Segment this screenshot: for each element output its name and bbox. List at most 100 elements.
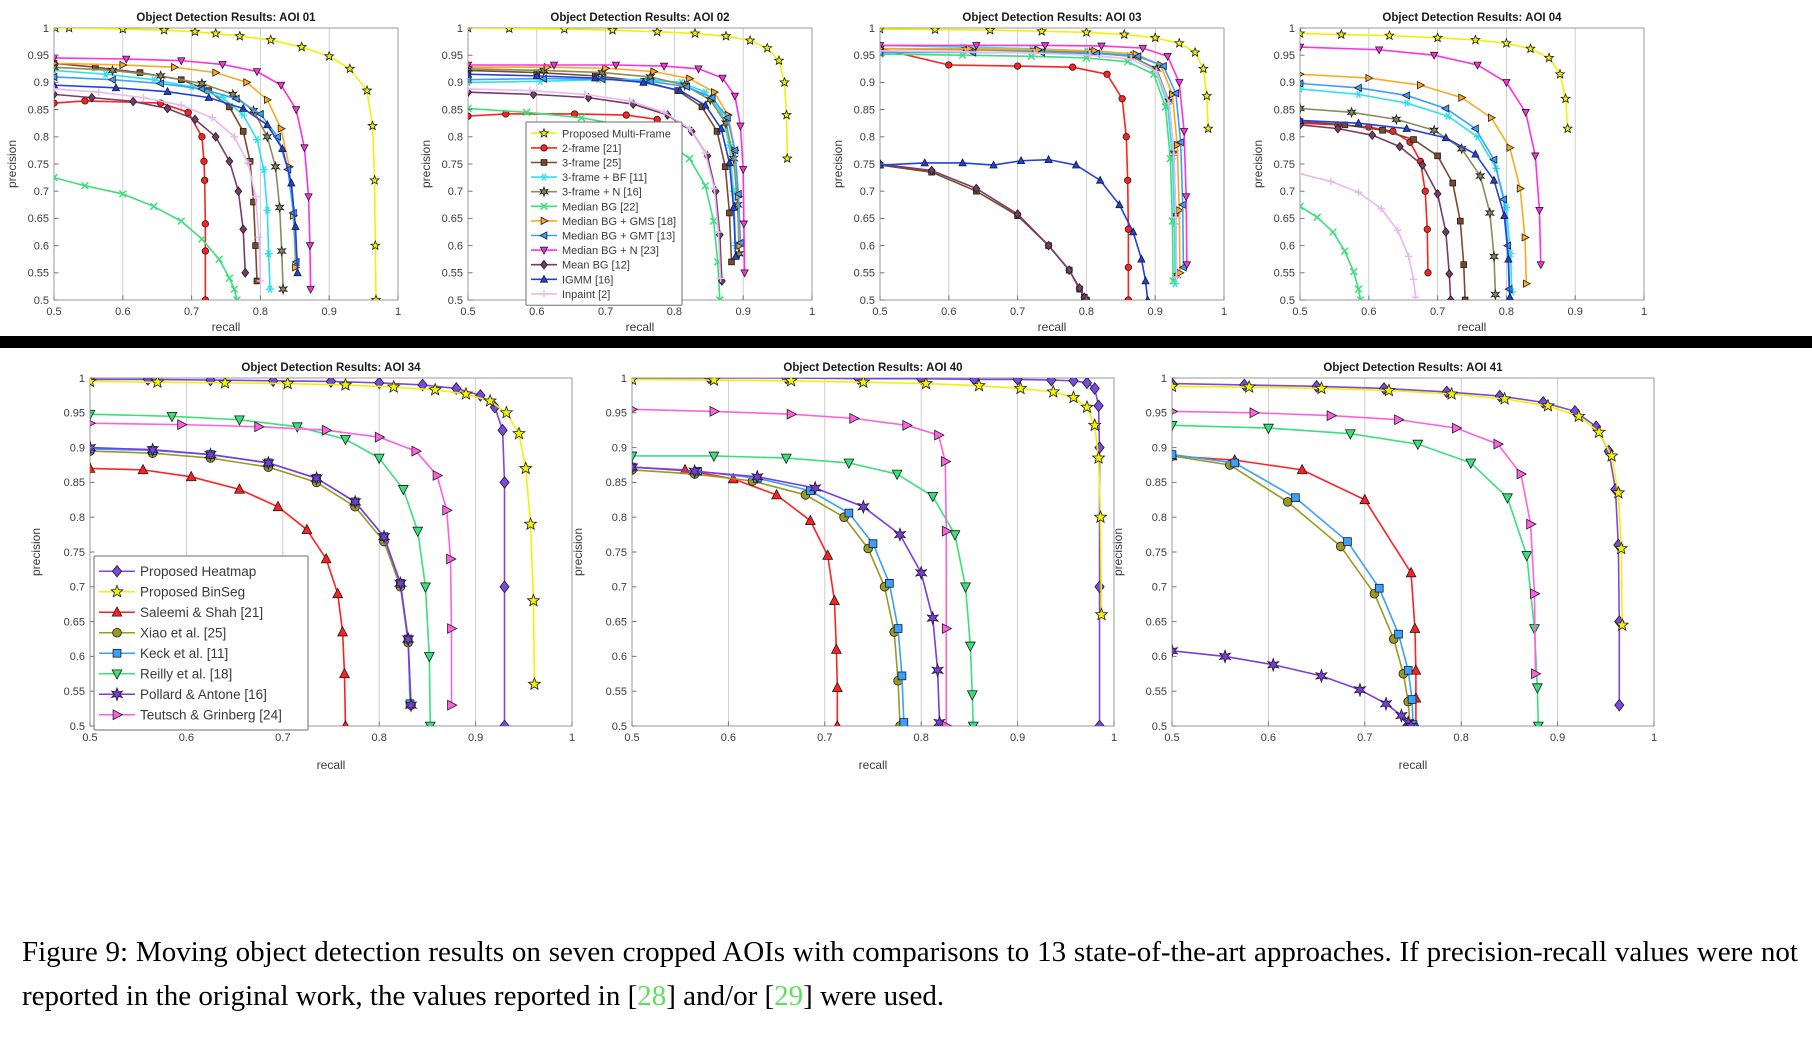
x-axis-label: recall xyxy=(1399,758,1428,772)
legend-item-1[interactable]: Proposed BinSeg xyxy=(99,584,245,600)
legend-label: Proposed BinSeg xyxy=(140,585,245,600)
series-line xyxy=(880,163,1088,300)
x-tick-label: 0.6 xyxy=(721,732,736,744)
y-tick-label: 1 xyxy=(869,23,875,35)
legend-item-3[interactable]: 3-frame + BF [11] xyxy=(531,172,647,184)
y-tick-label: 0.85 xyxy=(1146,477,1167,489)
legend-item-6[interactable]: Median BG + GMS [18] xyxy=(531,216,676,228)
plot-area xyxy=(880,28,1214,300)
series-line xyxy=(1300,88,1513,292)
x-tick-label: 0.8 xyxy=(1499,306,1514,318)
legend-item-4[interactable]: Keck et al. [11] xyxy=(99,646,228,661)
x-tick-label: 0.8 xyxy=(1079,306,1094,318)
series-10 xyxy=(468,69,740,260)
series-line xyxy=(54,84,299,273)
legend-item-8[interactable]: Median BG + N [23] xyxy=(531,245,659,257)
legend-item-0[interactable]: Proposed Heatmap xyxy=(99,564,256,579)
x-tick-label: 0.8 xyxy=(372,732,387,744)
legend-label: Proposed Multi-Frame xyxy=(562,128,671,140)
legend-box xyxy=(525,121,683,306)
y-tick-label: 0.5 xyxy=(70,721,85,733)
chart-title: Object Detection Results: AOI 03 xyxy=(962,12,1141,24)
chart-aoi03: Object Detection Results: AOI 03 0.5 0.55 0… xyxy=(831,12,1227,334)
series-0 xyxy=(880,28,1214,134)
legend-item-3[interactable]: Xiao et al. [25] xyxy=(99,626,226,641)
series-8 xyxy=(1300,43,1546,270)
legend-label: Inpaint [2] xyxy=(562,289,610,301)
x-tick-label: 0.9 xyxy=(736,306,751,318)
x-tick-label: 0.9 xyxy=(1010,732,1025,744)
series-8 xyxy=(54,54,315,294)
y-tick-label: 0.55 xyxy=(442,268,463,280)
x-tick-label: 0.9 xyxy=(1550,732,1565,744)
y-tick-label: 0.9 xyxy=(34,77,49,89)
x-tick-label: 0.5 xyxy=(624,732,639,744)
legend-item-4[interactable]: 3-frame + N [16] xyxy=(531,185,642,199)
x-tick-label: 0.7 xyxy=(598,306,613,318)
x-tick-label: 0.5 xyxy=(460,306,475,318)
y-tick-label: 1 xyxy=(79,373,85,385)
legend-item-9[interactable]: Mean BG [12] xyxy=(531,260,630,272)
legend-label: Xiao et al. [25] xyxy=(140,626,226,641)
y-tick-label: 0.75 xyxy=(442,159,463,171)
y-tick-label: 0.9 xyxy=(1280,77,1295,89)
legend-item-5[interactable]: Reilly et al. [18] xyxy=(99,667,232,682)
series-line xyxy=(468,68,740,254)
series-line xyxy=(468,77,742,243)
x-tick-label: 0.5 xyxy=(1164,732,1179,744)
panel-aoi40: Object Detection Results: AOI 40 0.5 0.55 0… xyxy=(570,352,1130,772)
series-4 xyxy=(880,42,1182,282)
series-line xyxy=(90,446,412,706)
caption-ref-29[interactable]: 29 xyxy=(774,980,804,1013)
y-axis-label: precision xyxy=(1251,140,1265,188)
series-5 xyxy=(54,173,241,300)
series-0 xyxy=(468,28,793,164)
y-tick-label: 0.95 xyxy=(1146,408,1167,420)
series-6 xyxy=(632,459,946,726)
caption-ref-28[interactable]: 28 xyxy=(637,980,667,1013)
chart-title: Object Detection Results: AOI 04 xyxy=(1382,12,1562,24)
series-1 xyxy=(1172,379,1630,631)
legend-item-7[interactable]: Teutsch & Grinberg [24] xyxy=(99,708,282,723)
legend-label: Median BG + GMS [18] xyxy=(562,216,676,228)
legend-item-2[interactable]: Saleemi & Shah [21] xyxy=(99,605,263,620)
y-tick-label: 0.75 xyxy=(28,159,49,171)
x-tick-label: 0.5 xyxy=(872,306,887,318)
y-tick-label: 0.65 xyxy=(1274,213,1295,225)
plot-area xyxy=(1300,28,1574,300)
y-tick-label: 0.5 xyxy=(860,295,875,307)
legend-label: 2-frame [21] xyxy=(562,143,621,155)
legend-label: Keck et al. [11] xyxy=(140,646,228,661)
series-9 xyxy=(1300,119,1455,300)
legend-item-6[interactable]: Pollard & Antone [16] xyxy=(99,686,267,702)
legend-label: Median BG + GMT [13] xyxy=(562,230,675,242)
x-tick-label: 0.9 xyxy=(322,306,337,318)
x-tick-label: 1 xyxy=(1111,732,1117,744)
series-2 xyxy=(632,460,843,726)
y-tick-label: 0.5 xyxy=(1280,295,1295,307)
series-line xyxy=(468,88,722,279)
x-tick-label: 1 xyxy=(569,732,575,744)
legend-item-10[interactable]: IGMM [16] xyxy=(531,274,613,286)
series-4 xyxy=(632,462,909,726)
plot-area xyxy=(90,378,542,726)
y-axis-label: precision xyxy=(571,528,585,576)
series-7 xyxy=(632,405,953,726)
legend-item-7[interactable]: Median BG + GMT [13] xyxy=(531,230,675,242)
legend-item-1[interactable]: 2-frame [21] xyxy=(531,143,621,155)
x-tick-label: 0.7 xyxy=(1430,306,1445,318)
legend-item-5[interactable]: Median BG [22] xyxy=(531,201,638,213)
y-tick-label: 0.95 xyxy=(1274,50,1295,62)
series-line xyxy=(468,69,733,262)
x-tick-label: 1 xyxy=(809,306,815,318)
legend-item-2[interactable]: 3-frame [25] xyxy=(531,157,621,169)
series-0 xyxy=(54,28,382,300)
y-tick-label: 0.95 xyxy=(28,50,49,62)
legend-item-0[interactable]: Proposed Multi-Frame xyxy=(531,127,671,140)
legend-item-11[interactable]: Inpaint [2] xyxy=(531,289,610,301)
y-tick-label: 0.8 xyxy=(1152,512,1167,524)
x-tick-label: 0.9 xyxy=(1148,306,1163,318)
series-7 xyxy=(90,419,458,711)
series-11 xyxy=(880,47,1181,281)
x-tick-label: 0.6 xyxy=(1361,306,1376,318)
